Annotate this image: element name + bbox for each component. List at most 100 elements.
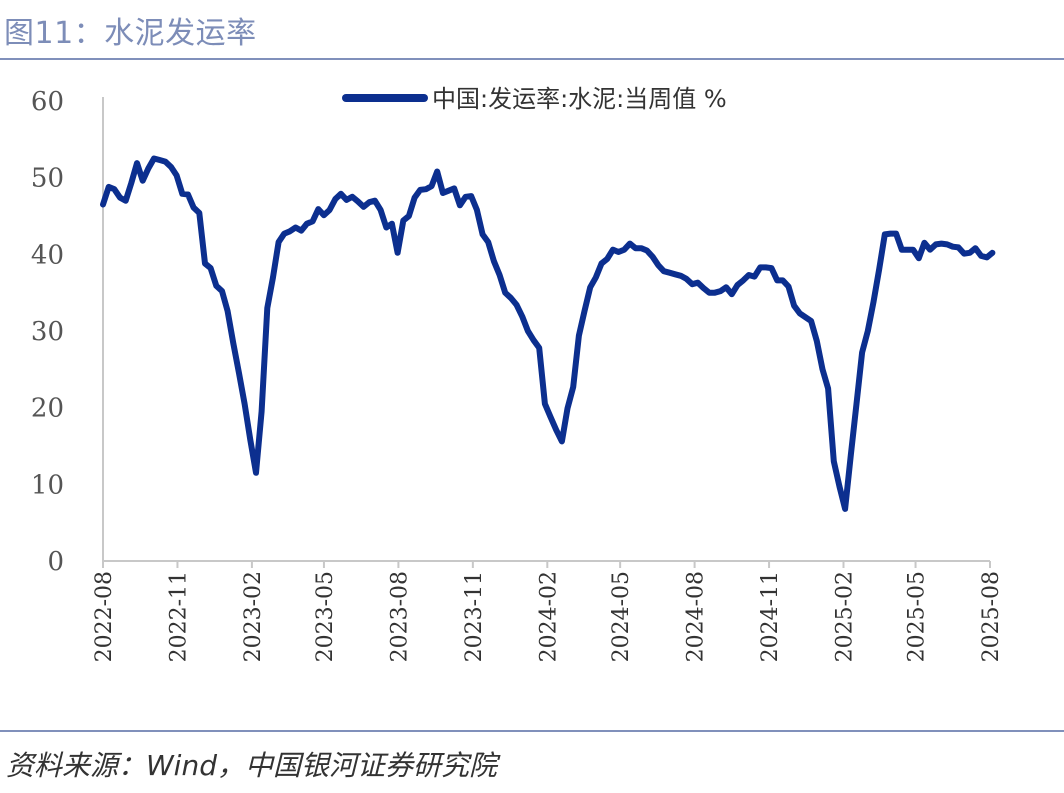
data-point	[361, 204, 367, 210]
data-point	[978, 253, 984, 259]
data-point	[644, 247, 650, 254]
data-point	[944, 241, 950, 247]
data-point	[491, 258, 497, 264]
data-point	[378, 207, 384, 213]
legend: 中国:发运率:水泥:当周值 %	[342, 85, 727, 113]
data-point	[542, 401, 548, 407]
data-point	[315, 206, 321, 212]
x-tick-label: 2024-11	[758, 571, 783, 662]
data-point	[989, 250, 996, 256]
data-point	[287, 228, 293, 234]
data-point	[134, 160, 140, 166]
data-point	[485, 239, 491, 245]
x-tick-label: 2024-08	[684, 571, 709, 662]
x-tick-label: 2025-02	[833, 571, 858, 662]
data-point	[921, 240, 928, 246]
data-point	[208, 265, 214, 271]
data-point	[955, 244, 962, 250]
data-point	[700, 285, 707, 291]
data-point	[740, 277, 746, 283]
data-point	[519, 313, 525, 319]
data-point	[230, 340, 236, 346]
series-layer	[100, 155, 996, 512]
x-tick-label: 2023-08	[387, 571, 412, 662]
data-point	[423, 186, 429, 192]
x-tick-label: 2025-05	[905, 571, 930, 662]
x-tick-label: 2024-02	[536, 571, 561, 662]
data-point	[666, 270, 673, 276]
data-point	[298, 228, 304, 234]
data-point	[910, 247, 916, 253]
data-point	[247, 437, 253, 443]
data-point	[717, 288, 724, 294]
data-point	[310, 218, 316, 224]
data-point	[615, 249, 622, 255]
data-point	[321, 212, 327, 218]
top-divider	[0, 58, 1064, 60]
data-point	[763, 264, 769, 270]
data-point	[145, 165, 151, 172]
data-point	[213, 283, 219, 289]
data-point	[638, 245, 644, 251]
series-line	[100, 155, 996, 512]
data-point	[440, 190, 446, 196]
data-point	[729, 291, 735, 297]
data-point	[938, 241, 945, 247]
data-point	[933, 241, 939, 247]
data-point	[179, 191, 185, 197]
y-tick-label: 20	[31, 394, 64, 424]
x-tick-label: 2023-11	[462, 571, 487, 662]
data-point	[264, 305, 270, 311]
data-point	[344, 197, 350, 203]
data-point	[140, 178, 146, 184]
data-point	[157, 157, 163, 163]
bottom-divider	[0, 730, 1064, 732]
data-point	[434, 168, 440, 175]
data-point	[468, 193, 474, 199]
data-point	[276, 239, 282, 245]
data-point	[882, 231, 888, 237]
data-point	[842, 506, 848, 512]
data-point	[950, 244, 956, 250]
data-point	[791, 303, 797, 309]
y-tick-label: 30	[31, 317, 64, 347]
data-point	[502, 290, 508, 296]
y-tick-label: 60	[31, 87, 64, 117]
data-point	[859, 349, 865, 356]
data-point	[123, 198, 129, 204]
data-point	[514, 302, 520, 308]
data-point	[168, 164, 174, 170]
data-point	[825, 385, 831, 392]
data-point	[406, 213, 412, 219]
data-point	[338, 191, 344, 197]
data-point	[174, 172, 180, 178]
y-tick-label: 40	[31, 240, 64, 270]
data-point	[128, 180, 134, 186]
data-point	[570, 384, 576, 390]
x-tick-label: 2023-05	[313, 571, 338, 662]
data-point	[525, 328, 531, 334]
legend-label: 中国:发运率:水泥:当周值 %	[432, 85, 727, 113]
data-point	[202, 260, 208, 267]
data-point	[581, 308, 588, 314]
data-point	[768, 265, 775, 271]
data-point	[225, 308, 231, 314]
data-point	[497, 272, 503, 278]
data-point	[100, 201, 106, 208]
data-point	[774, 277, 780, 283]
x-tick-label: 2024-05	[609, 571, 634, 662]
x-tick-label: 2022-08	[92, 571, 117, 662]
x-axis: 2022-08 2022-11 2023-02 2023-05 2023-08 2023-…	[92, 560, 1004, 662]
data-point	[593, 274, 599, 280]
data-point	[219, 288, 225, 294]
data-point	[587, 284, 593, 290]
data-point	[395, 250, 401, 256]
source-note: 资料来源：Wind，中国银河证券研究院	[6, 749, 497, 782]
data-point	[814, 338, 820, 344]
x-tick-label: 2025-08	[979, 571, 1004, 662]
data-point	[349, 194, 355, 200]
data-point	[904, 247, 911, 253]
data-point	[191, 205, 197, 211]
data-point	[162, 159, 168, 165]
data-point	[253, 470, 259, 476]
